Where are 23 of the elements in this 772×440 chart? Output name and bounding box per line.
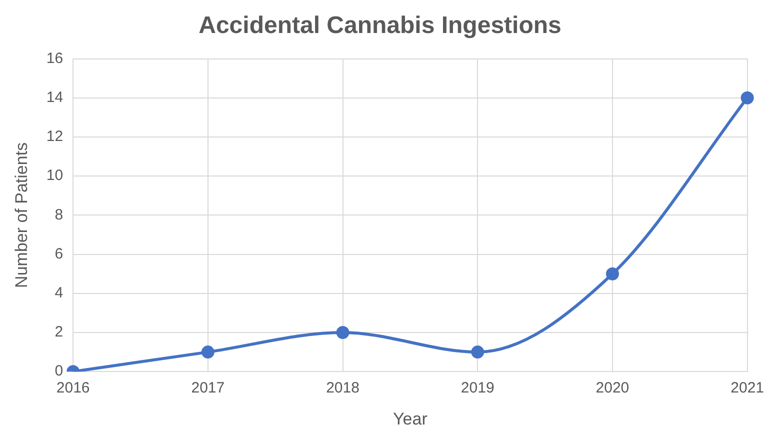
y-tick-label: 12 [46, 128, 64, 146]
y-tick-label: 4 [54, 284, 64, 302]
x-tick-label: 2021 [730, 380, 764, 397]
x-tick-label: 2019 [460, 380, 494, 397]
point [471, 346, 484, 359]
y-tick-label: 2 [54, 324, 64, 341]
point [201, 346, 214, 359]
chart-title: Accidental Cannabis Ingestions [198, 12, 562, 40]
x-axis-title: Year [393, 409, 428, 428]
x-tick-label: 2016 [56, 380, 90, 397]
point [336, 326, 350, 339]
y-tick-label: 6 [54, 245, 64, 262]
x-tick-label: 2020 [596, 380, 630, 397]
x-tick-label: 2017 [191, 380, 225, 397]
point [740, 91, 754, 104]
y-axis-title: Number of Patients [12, 142, 31, 288]
y-tick-label: 16 [46, 50, 64, 67]
y-tick-label: 10 [46, 167, 64, 184]
y-tick-label: 0 [54, 362, 64, 380]
y-tick-label: 14 [46, 89, 64, 106]
y-tick-label: 8 [54, 206, 64, 224]
point [606, 267, 619, 280]
x-tick-label: 2018 [326, 380, 360, 397]
